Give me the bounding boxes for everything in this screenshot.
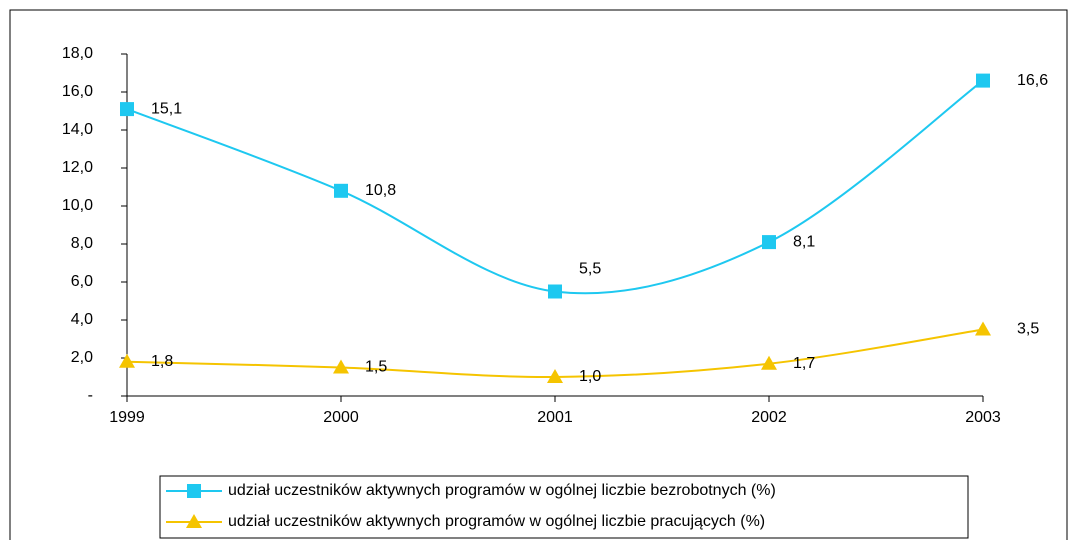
y-tick-label: 6,0 [71, 273, 93, 290]
x-tick-label: 2003 [965, 409, 1001, 426]
data-label: 10,8 [365, 182, 396, 199]
data-point [975, 321, 991, 336]
data-label: 1,5 [365, 359, 387, 376]
legend-label: udział uczestników aktywnych programów w… [228, 482, 776, 499]
data-point [548, 284, 562, 299]
data-point [120, 102, 134, 117]
legend-marker [187, 484, 201, 498]
data-point [333, 359, 349, 374]
data-label: 1,8 [151, 353, 173, 370]
data-point [547, 369, 563, 383]
data-label: 15,1 [151, 100, 182, 117]
chart-border [9, 9, 1068, 540]
y-tick-label: - [88, 387, 93, 404]
y-tick-label: 18,0 [62, 45, 93, 62]
y-tick-label: 8,0 [71, 235, 93, 252]
y-tick-label: 12,0 [62, 159, 93, 176]
data-label: 3,5 [1017, 321, 1039, 338]
y-tick-label: 16,0 [62, 83, 93, 100]
x-tick-label: 2002 [751, 409, 787, 426]
legend-marker [186, 514, 202, 528]
data-point [976, 73, 990, 88]
data-point [119, 353, 135, 368]
y-tick-label: 14,0 [62, 121, 93, 138]
legend-label: udział uczestników aktywnych programów w… [228, 513, 765, 530]
data-point [761, 355, 777, 370]
y-tick-label: 10,0 [62, 197, 93, 214]
y-tick-label: 2,0 [71, 349, 93, 366]
x-tick-label: 1999 [109, 409, 145, 426]
y-tick-label: 4,0 [71, 311, 93, 328]
data-label: 8,1 [793, 233, 815, 250]
series-line [126, 79, 984, 295]
data-point [762, 235, 776, 250]
data-label: 1,0 [579, 368, 601, 385]
x-tick-label: 2001 [537, 409, 573, 426]
legend-box [159, 475, 969, 539]
data-label: 5,5 [579, 261, 601, 278]
data-label: 16,6 [1017, 72, 1048, 89]
data-label: 1,7 [793, 355, 815, 372]
x-tick-label: 2000 [323, 409, 359, 426]
data-point [334, 183, 348, 198]
